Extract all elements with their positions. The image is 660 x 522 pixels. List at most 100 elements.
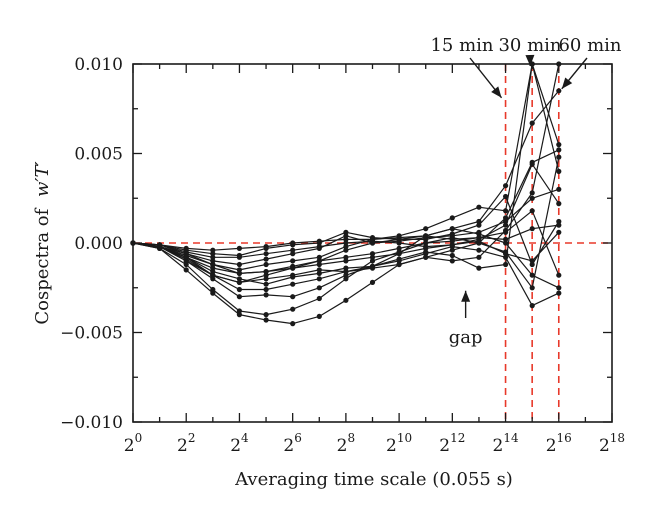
series-8-point: [476, 229, 482, 235]
series-14-point: [369, 254, 376, 260]
series-3-point: [210, 286, 216, 293]
series-12-point: [476, 265, 482, 271]
arrow-gap: [461, 290, 471, 318]
series-3-point: [183, 261, 189, 268]
series-2-point: [503, 208, 509, 214]
series-11-point: [396, 240, 402, 246]
series-7-point: [423, 254, 429, 260]
series-6-point: [316, 276, 322, 282]
series-7-point: [210, 272, 216, 278]
series-12-point: [183, 254, 189, 260]
annotation-30-min: 30 min: [498, 35, 561, 56]
series-14-point: [423, 245, 429, 251]
series-4-point: [263, 317, 269, 323]
series-12-point: [343, 265, 349, 271]
axis-ticks: [132, 63, 613, 423]
reference-lines: [133, 64, 612, 422]
series-1-point: [503, 183, 509, 189]
series-14-point: [210, 261, 216, 268]
series-2-point: [343, 244, 349, 250]
series-5-point: [503, 240, 509, 246]
series-13-point: [449, 236, 455, 242]
series-4-point: [449, 258, 455, 264]
series-14-point: [396, 251, 402, 257]
series-11: [130, 161, 562, 260]
arrow-15-min-head: [491, 86, 502, 98]
series-10-point: [529, 208, 535, 214]
series-12-point: [369, 263, 376, 269]
y-tick-label: 0.005: [74, 145, 123, 165]
series-12-point: [290, 274, 296, 280]
series-12-point: [423, 249, 429, 255]
series-13-point: [369, 236, 376, 242]
series-3-point: [263, 312, 269, 318]
series-9-point: [529, 261, 535, 268]
series-6-point: [476, 247, 482, 253]
x-tick-label: 26: [283, 431, 301, 456]
series-14-point: [556, 229, 562, 235]
series-1-point: [476, 218, 482, 225]
series-13-point: [556, 222, 562, 228]
y-axis-title: Cospectra of w′T′: [32, 161, 53, 324]
series-8-point: [263, 256, 269, 262]
tick-labels: 20 22 24 26 28 210 212 214 216 218 0.010 0.005 0.000…: [60, 55, 625, 456]
series-3-point: [503, 215, 509, 221]
series-13-point: [529, 226, 535, 232]
series-4-point: [183, 267, 189, 273]
arrow-15-min: [469, 57, 503, 99]
series-12-point: [236, 276, 242, 282]
y-tick-label: −0.010: [60, 413, 123, 433]
series-5-point: [210, 276, 216, 282]
series-11-point: [343, 240, 349, 246]
series-4: [130, 61, 562, 327]
series-10-point: [369, 251, 376, 257]
series-5-point: [316, 285, 322, 291]
series-10-point: [503, 229, 509, 235]
x-tick-label: 28: [337, 431, 355, 456]
series-13-point: [290, 240, 296, 246]
series-11-point: [316, 244, 322, 250]
series-4-point: [210, 290, 216, 296]
series-7-point: [396, 261, 402, 268]
series-11-point: [210, 254, 216, 260]
series-9-point: [449, 231, 455, 237]
series-3-point: [556, 147, 562, 153]
x-tick-label: 216: [546, 431, 572, 456]
series-14-point: [343, 258, 349, 264]
series-11-point: [529, 161, 535, 167]
series-7-point: [529, 285, 535, 291]
series-7-point: [556, 154, 562, 160]
series-7-point: [449, 247, 455, 253]
series-12-point: [316, 270, 322, 276]
series-12-point: [263, 281, 269, 287]
series-2-point: [423, 226, 429, 232]
series-13-point: [396, 235, 402, 241]
series-4-point: [476, 254, 482, 260]
series-11-point: [290, 247, 296, 253]
arrow-60-min-head: [561, 77, 573, 89]
series-10-point: [556, 272, 562, 278]
series-6-point: [556, 290, 562, 296]
series-12-point: [556, 168, 562, 174]
series-2-point: [556, 142, 562, 148]
series-10-point: [423, 240, 429, 246]
x-tick-label: 218: [599, 431, 625, 456]
series-12-point: [503, 261, 509, 268]
series-6-point: [529, 303, 535, 309]
series-14-point: [503, 251, 509, 257]
series-11-point: [556, 201, 562, 207]
series-12-point: [396, 256, 402, 262]
series-13-point: [236, 245, 242, 251]
series-14-point: [236, 270, 242, 276]
series-layer: [130, 61, 562, 327]
series-7-point: [183, 258, 189, 264]
series-13-point: [503, 236, 509, 242]
series-13: [130, 222, 562, 253]
series-14-point: [183, 251, 189, 257]
x-tick-label: 20: [124, 431, 142, 456]
svg-text:Cospectra of w′T′: Cospectra of w′T′: [32, 161, 53, 324]
series-1-point: [529, 120, 535, 126]
y-tick-label: −0.005: [60, 324, 123, 344]
